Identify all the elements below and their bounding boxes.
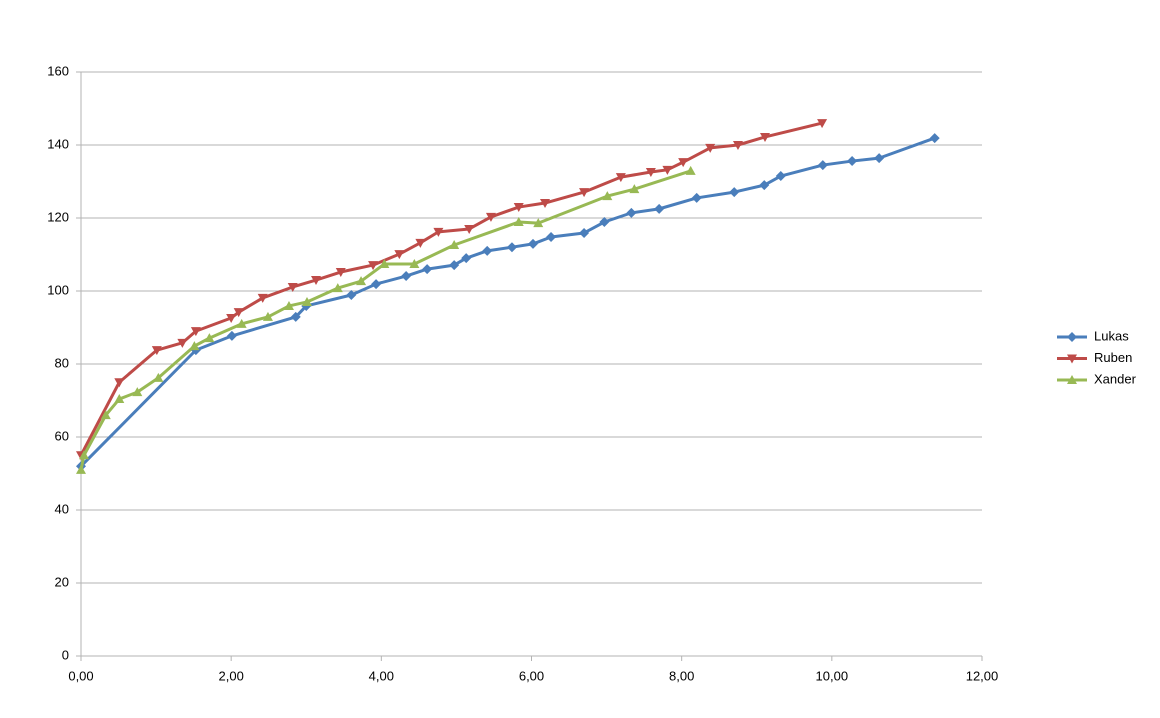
marker	[759, 180, 770, 191]
marker	[626, 207, 637, 218]
legend-label: Xander	[1094, 371, 1137, 386]
marker	[579, 227, 590, 238]
marker	[732, 141, 743, 150]
y-tick-label: 60	[55, 428, 69, 443]
marker	[685, 165, 696, 175]
marker	[513, 203, 524, 213]
marker	[760, 132, 771, 142]
marker	[602, 191, 613, 201]
marker	[394, 250, 405, 260]
marker	[513, 217, 524, 227]
marker	[290, 311, 301, 322]
marker	[233, 308, 244, 318]
marker	[929, 133, 940, 144]
marker	[461, 253, 472, 264]
marker	[579, 188, 590, 198]
y-tick-label: 140	[47, 136, 69, 151]
y-tick-label: 0	[62, 647, 69, 662]
y-tick-label: 100	[47, 282, 69, 297]
marker	[76, 464, 86, 474]
y-tick-label: 160	[47, 63, 69, 78]
marker	[847, 156, 858, 167]
marker	[485, 212, 496, 222]
series-line	[79, 136, 936, 468]
marker	[1067, 375, 1077, 384]
marker	[654, 203, 665, 214]
marker	[153, 372, 164, 382]
marker	[546, 231, 557, 242]
marker	[79, 450, 90, 460]
marker	[371, 279, 382, 290]
marker	[599, 217, 610, 228]
x-tick-label: 10,00	[816, 668, 849, 683]
marker	[368, 261, 379, 271]
x-tick-label: 6,00	[519, 668, 544, 683]
marker	[189, 341, 200, 351]
marker	[540, 199, 551, 209]
marker	[662, 165, 673, 175]
series-line	[79, 121, 823, 456]
marker	[335, 268, 346, 278]
marker	[1067, 332, 1077, 342]
marker	[449, 240, 460, 250]
marker	[204, 333, 215, 343]
marker	[817, 160, 828, 171]
marker	[874, 153, 885, 164]
marker	[190, 327, 201, 337]
x-tick-label: 12,00	[966, 668, 999, 683]
marker	[302, 296, 313, 306]
marker	[506, 242, 517, 253]
marker	[262, 311, 273, 321]
marker	[729, 187, 740, 198]
y-tick-label: 80	[55, 355, 69, 370]
marker	[226, 330, 237, 341]
marker	[379, 258, 390, 268]
marker	[100, 410, 111, 420]
marker	[132, 387, 143, 397]
marker	[482, 245, 493, 256]
y-tick-label: 40	[55, 501, 69, 516]
marker	[409, 258, 420, 268]
marker	[332, 283, 343, 293]
marker	[114, 394, 125, 404]
marker	[236, 318, 247, 328]
marker	[356, 276, 367, 286]
y-tick-label: 20	[55, 574, 69, 589]
marker	[283, 300, 294, 310]
legend-label: Ruben	[1094, 350, 1132, 365]
marker	[401, 271, 412, 282]
series-line	[79, 169, 692, 471]
marker	[114, 378, 125, 388]
marker	[257, 293, 268, 303]
marker	[433, 227, 444, 237]
x-tick-label: 8,00	[669, 668, 694, 683]
marker	[464, 224, 475, 234]
x-tick-label: 2,00	[219, 668, 244, 683]
marker	[678, 158, 689, 168]
marker	[1067, 354, 1077, 364]
marker	[422, 264, 433, 275]
marker	[151, 346, 162, 356]
marker	[817, 119, 828, 129]
marker	[346, 290, 357, 301]
x-tick-label: 4,00	[369, 668, 394, 683]
marker	[533, 218, 544, 228]
marker	[287, 282, 298, 292]
marker	[705, 143, 716, 153]
marker	[645, 168, 656, 178]
marker	[528, 238, 539, 249]
legend-label: Lukas	[1094, 328, 1129, 343]
marker	[311, 276, 322, 286]
marker	[177, 338, 188, 348]
marker	[775, 171, 786, 182]
marker	[226, 314, 237, 324]
marker	[449, 260, 460, 271]
marker	[691, 192, 702, 203]
x-tick-label: 0,00	[68, 668, 93, 683]
marker	[629, 184, 640, 194]
y-tick-label: 120	[47, 209, 69, 224]
marker	[415, 238, 426, 248]
marker	[615, 173, 626, 183]
